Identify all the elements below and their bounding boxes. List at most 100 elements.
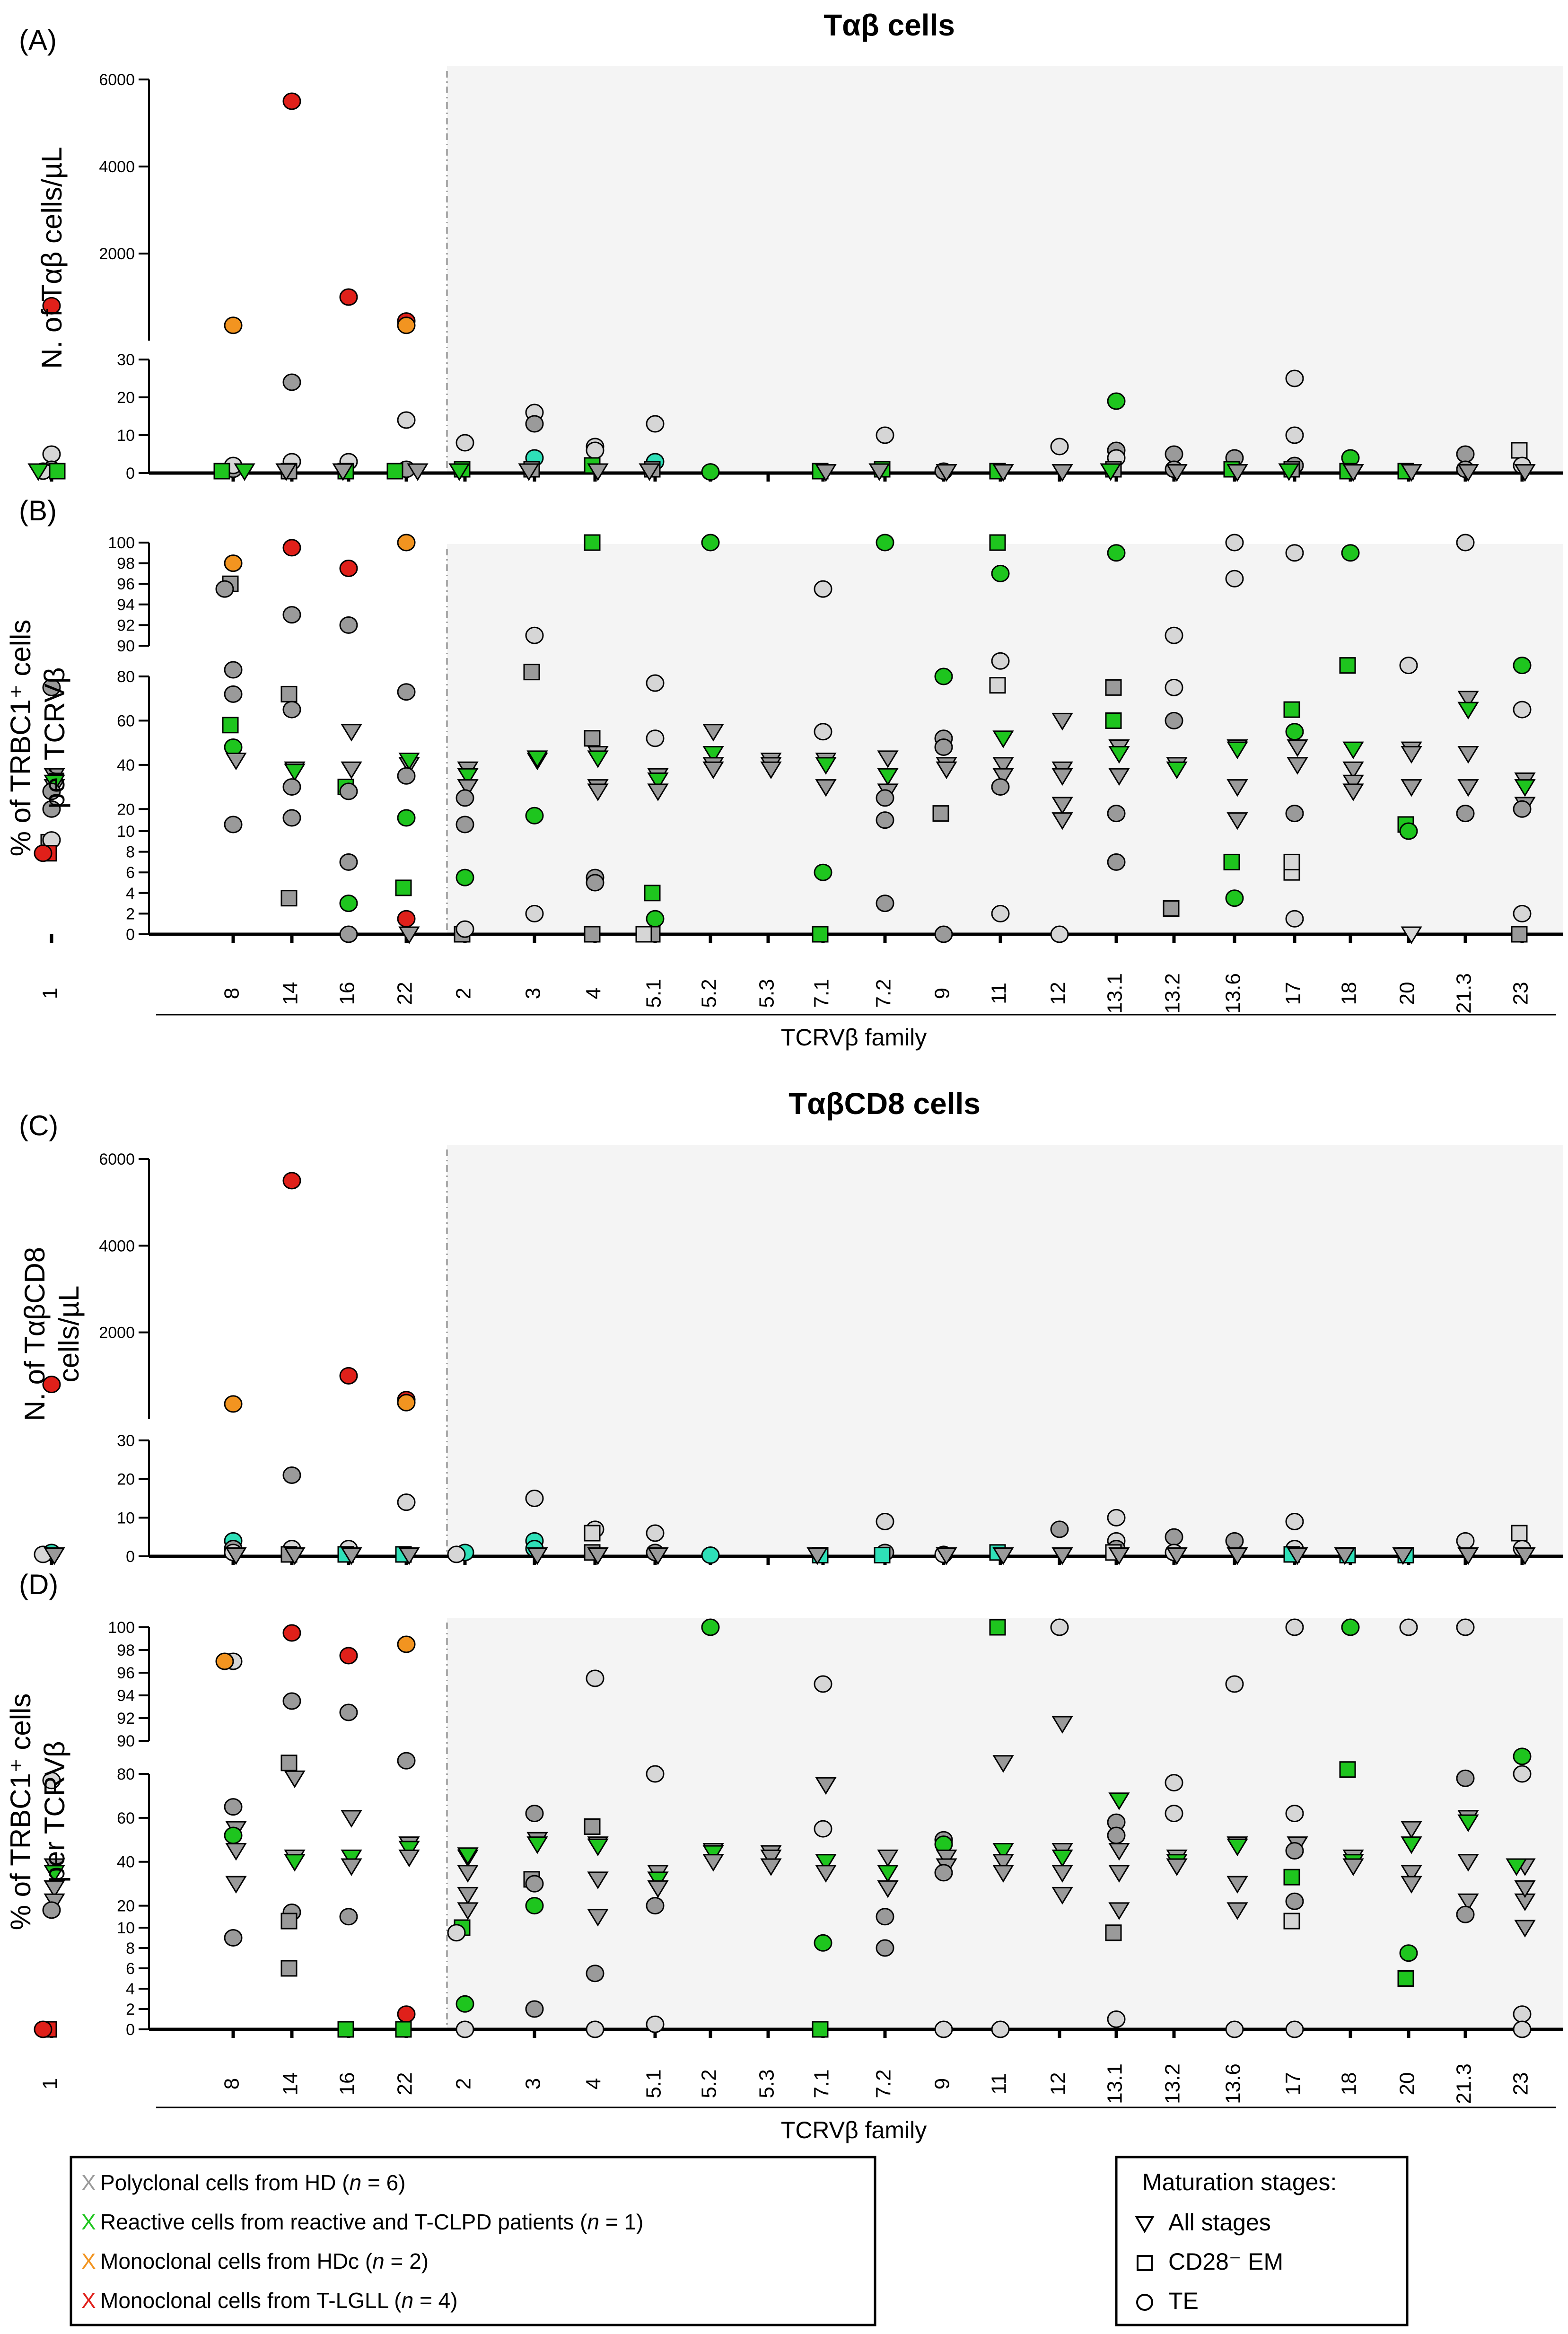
y-tick-label: 96 xyxy=(117,1664,135,1682)
legend-group-label: Polyclonal cells from HD (n = 6) xyxy=(100,2170,406,2195)
point-t-gray xyxy=(1342,1858,1364,1876)
point-t-green xyxy=(877,1865,899,1883)
point-o-light xyxy=(42,1772,61,1790)
point-t-gray xyxy=(1514,1920,1536,1938)
point-t-green xyxy=(877,768,899,786)
point-o-gray xyxy=(224,1798,243,1816)
point-s-green xyxy=(644,885,661,902)
point-o-red xyxy=(34,844,53,862)
point-o-gray xyxy=(42,678,61,696)
y-tick-label: 10 xyxy=(117,823,135,841)
y-tick-label: 6 xyxy=(126,1960,135,1978)
x-category-label: 13.1 xyxy=(1104,2063,1127,2104)
point-t-gray xyxy=(1166,1858,1188,1876)
y-tick-label: 98 xyxy=(117,555,135,573)
point-s-gray xyxy=(280,685,298,702)
point-t-green xyxy=(702,746,724,764)
point-o-light xyxy=(646,1765,665,1783)
point-t-green xyxy=(457,1847,479,1865)
x-category-label: 22 xyxy=(394,982,417,1005)
x-category-label: 7.1 xyxy=(810,2069,833,2098)
y-tick-label: 4000 xyxy=(99,1237,135,1255)
point-o-light xyxy=(814,1675,832,1693)
x-category-label: 2 xyxy=(452,988,475,999)
x-category-label: 5.3 xyxy=(755,2069,779,2098)
point-s-green xyxy=(222,717,239,734)
point-t-green xyxy=(1514,779,1536,797)
point-t-gray xyxy=(398,926,420,944)
y-tick-label: 30 xyxy=(117,1432,135,1450)
point-t-gray xyxy=(936,1849,957,1868)
point-t-gray xyxy=(587,1871,609,1889)
point-o-gray xyxy=(525,415,544,433)
point-t-gray xyxy=(936,761,957,780)
point-s-gray xyxy=(584,730,601,747)
point-o-light xyxy=(1399,1618,1418,1636)
point-o-light xyxy=(1107,2010,1126,2028)
x-category-label: 3 xyxy=(522,2078,545,2089)
point-o-light xyxy=(447,1545,466,1563)
point-t-gray xyxy=(1457,1547,1479,1565)
point-o-red xyxy=(282,1624,301,1642)
point-o-gray xyxy=(42,1901,61,1919)
point-o-gray xyxy=(282,606,301,624)
point-s-green xyxy=(812,2021,829,2038)
point-o-gray xyxy=(339,1703,358,1721)
x-category-label: 13.2 xyxy=(1161,2063,1184,2104)
point-t-gray xyxy=(526,1547,548,1565)
point-t-gray xyxy=(1287,757,1308,775)
point-t-gray xyxy=(815,779,837,797)
point-o-light xyxy=(934,2020,953,2038)
point-s-green xyxy=(1105,712,1122,729)
point-t-gray xyxy=(587,783,609,801)
point-s-light xyxy=(635,926,652,943)
point-o-gray xyxy=(1107,805,1126,823)
point-t-green xyxy=(1342,741,1364,760)
point-s-green xyxy=(1397,1970,1414,1987)
point-o-light xyxy=(646,2015,665,2033)
point-o-green xyxy=(1107,544,1126,562)
point-t-green xyxy=(1051,1849,1073,1868)
point-t-gray xyxy=(1051,812,1073,830)
y-tick-label: 10 xyxy=(117,1919,135,1937)
x-category-label: 5.2 xyxy=(698,979,721,1008)
y-tick-label: 6000 xyxy=(99,1150,135,1168)
point-o-gray xyxy=(42,782,61,800)
point-t-gray xyxy=(1166,464,1188,482)
point-o-gray xyxy=(339,782,358,800)
point-t-green xyxy=(457,768,479,786)
y-tick-label: 20 xyxy=(117,1471,135,1489)
point-o-light xyxy=(1285,2020,1304,2038)
point-t-green xyxy=(27,463,49,481)
y-tick-label: 0 xyxy=(126,465,135,483)
point-t-gray xyxy=(341,1547,362,1565)
y-tick-label: 4 xyxy=(126,885,135,903)
point-o-light xyxy=(991,904,1010,922)
point-s-gray xyxy=(280,1755,298,1772)
point-t-gray xyxy=(815,464,837,482)
point-o-light xyxy=(991,652,1010,670)
point-t-gray xyxy=(1401,464,1422,482)
point-t-gray xyxy=(815,1777,837,1795)
legend-groups: X Polyclonal cells from HD (n = 6)X Reacti… xyxy=(70,2156,876,2326)
point-o-gray xyxy=(397,1752,416,1770)
point-o-gray xyxy=(397,767,416,785)
legend-stages: Maturation stages: All stages CD28⁻ EM TE xyxy=(1115,2156,1409,2326)
point-s-gray xyxy=(584,1818,601,1835)
point-o-green xyxy=(876,534,894,552)
point-o-gray xyxy=(456,789,474,807)
point-t-green xyxy=(587,1838,609,1857)
point-t-gray xyxy=(1342,783,1364,801)
point-t-green xyxy=(448,463,470,481)
point-o-gray xyxy=(1225,1532,1244,1550)
point-t-gray xyxy=(457,779,479,797)
point-t-gray xyxy=(457,1887,479,1905)
x-category-label: 13.2 xyxy=(1161,973,1184,1014)
point-o-light xyxy=(456,920,474,938)
point-t-gray xyxy=(1342,774,1364,793)
panel-title: TαβCD8 cells xyxy=(788,1087,981,1121)
point-t-gray xyxy=(1401,1876,1422,1894)
y-tick-label: 8 xyxy=(126,843,135,861)
point-o-gray xyxy=(646,1897,665,1915)
point-s-green xyxy=(213,463,230,480)
